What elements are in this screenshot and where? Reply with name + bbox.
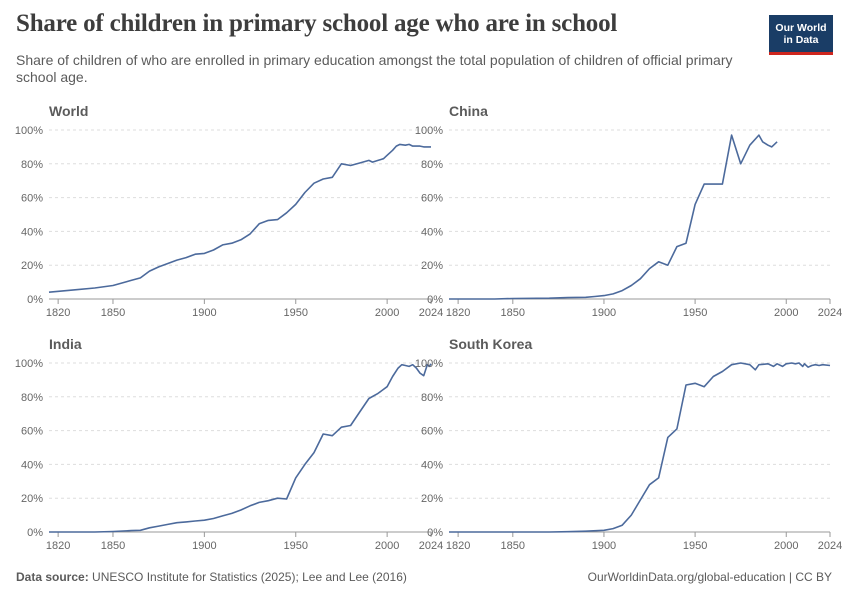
x-tick-label: 1900 xyxy=(592,540,616,552)
x-tick-label: 1850 xyxy=(101,307,125,319)
series-line-india xyxy=(49,363,432,533)
x-tick-label: 1850 xyxy=(501,540,525,552)
y-tick-label: 40% xyxy=(21,226,43,238)
y-tick-label: 80% xyxy=(421,392,443,404)
x-tick-label: 1900 xyxy=(592,307,616,319)
x-tick-label: 1950 xyxy=(284,540,308,552)
x-tick-label: 1950 xyxy=(284,307,308,319)
logo-line2: in Data xyxy=(783,33,819,46)
panel-china: China 0% 20% 40% 60% 80% 100% 1820 1850 1900 1950 2… xyxy=(415,103,842,319)
y-tick-label: 80% xyxy=(21,392,43,404)
x-tick-label: 1820 xyxy=(446,540,470,552)
x-tick-label: 1900 xyxy=(192,307,216,319)
x-tick-label: 1820 xyxy=(446,307,470,319)
y-tick-label: 100% xyxy=(15,358,43,370)
panel-world: World 0% 20% 40% 60% 80% 100% 1820 1850 1900 1950 2… xyxy=(15,103,443,319)
y-tick-label: 40% xyxy=(421,226,443,238)
x-tick-label: 1950 xyxy=(683,307,707,319)
y-tick-label: 60% xyxy=(421,426,443,438)
x-tick-label: 1950 xyxy=(683,540,707,552)
y-tick-label: 100% xyxy=(415,125,443,137)
y-tick-label: 80% xyxy=(421,159,443,171)
series-line-south-korea xyxy=(449,362,831,533)
panel-title-india: India xyxy=(49,336,82,352)
y-tick-label: 0% xyxy=(427,527,443,539)
y-tick-label: 20% xyxy=(421,260,443,272)
data-source-text[interactable]: UNESCO Institute for Statistics (2025); … xyxy=(92,570,407,584)
series-line-china xyxy=(449,134,778,300)
x-tick-label: 1820 xyxy=(46,540,70,552)
y-tick-label: 40% xyxy=(21,459,43,471)
panel-title-world: World xyxy=(49,103,88,119)
x-tick-label: 1820 xyxy=(46,307,70,319)
y-tick-label: 60% xyxy=(21,193,43,205)
y-tick-label: 100% xyxy=(415,358,443,370)
y-tick-label: 20% xyxy=(21,260,43,272)
y-tick-label: 0% xyxy=(27,294,43,306)
x-tick-label: 2024 xyxy=(818,540,842,552)
series-line-world xyxy=(48,143,431,293)
logo-line1: Our World xyxy=(775,21,827,34)
x-tick-label: 2024 xyxy=(419,540,443,552)
panel-title-south-korea: South Korea xyxy=(449,336,532,352)
y-tick-label: 0% xyxy=(27,527,43,539)
owid-logo[interactable]: Our World in Data xyxy=(769,15,833,55)
x-tick-label: 2024 xyxy=(818,307,842,319)
source-url[interactable]: OurWorldinData.org/global-education | CC… xyxy=(587,570,832,584)
x-tick-label: 2000 xyxy=(375,307,399,319)
panel-title-china: China xyxy=(449,103,488,119)
y-tick-label: 0% xyxy=(427,294,443,306)
chart-title: Share of children in primary school age … xyxy=(16,10,618,37)
x-tick-label: 2000 xyxy=(375,540,399,552)
x-tick-label: 1850 xyxy=(501,307,525,319)
y-tick-label: 40% xyxy=(421,459,443,471)
x-tick-label: 2024 xyxy=(419,307,443,319)
y-tick-label: 60% xyxy=(21,426,43,438)
x-tick-label: 2000 xyxy=(774,540,798,552)
y-tick-label: 100% xyxy=(15,125,43,137)
x-tick-label: 2000 xyxy=(774,307,798,319)
data-source-label: Data source: xyxy=(16,570,89,584)
y-tick-label: 80% xyxy=(21,159,43,171)
data-source: Data source: UNESCO Institute for Statis… xyxy=(16,570,407,584)
y-tick-label: 60% xyxy=(421,193,443,205)
y-tick-label: 20% xyxy=(21,493,43,505)
x-tick-label: 1900 xyxy=(192,540,216,552)
panel-south-korea: South Korea 0% 20% 40% 60% 80% 100% 1820 1850 190… xyxy=(415,336,842,552)
x-tick-label: 1850 xyxy=(101,540,125,552)
panel-india: India 0% 20% 40% 60% 80% 100% 1820 1850 1900 1950 2… xyxy=(15,336,443,552)
y-tick-label: 20% xyxy=(421,493,443,505)
chart-subtitle: Share of children of who are enrolled in… xyxy=(16,52,733,85)
